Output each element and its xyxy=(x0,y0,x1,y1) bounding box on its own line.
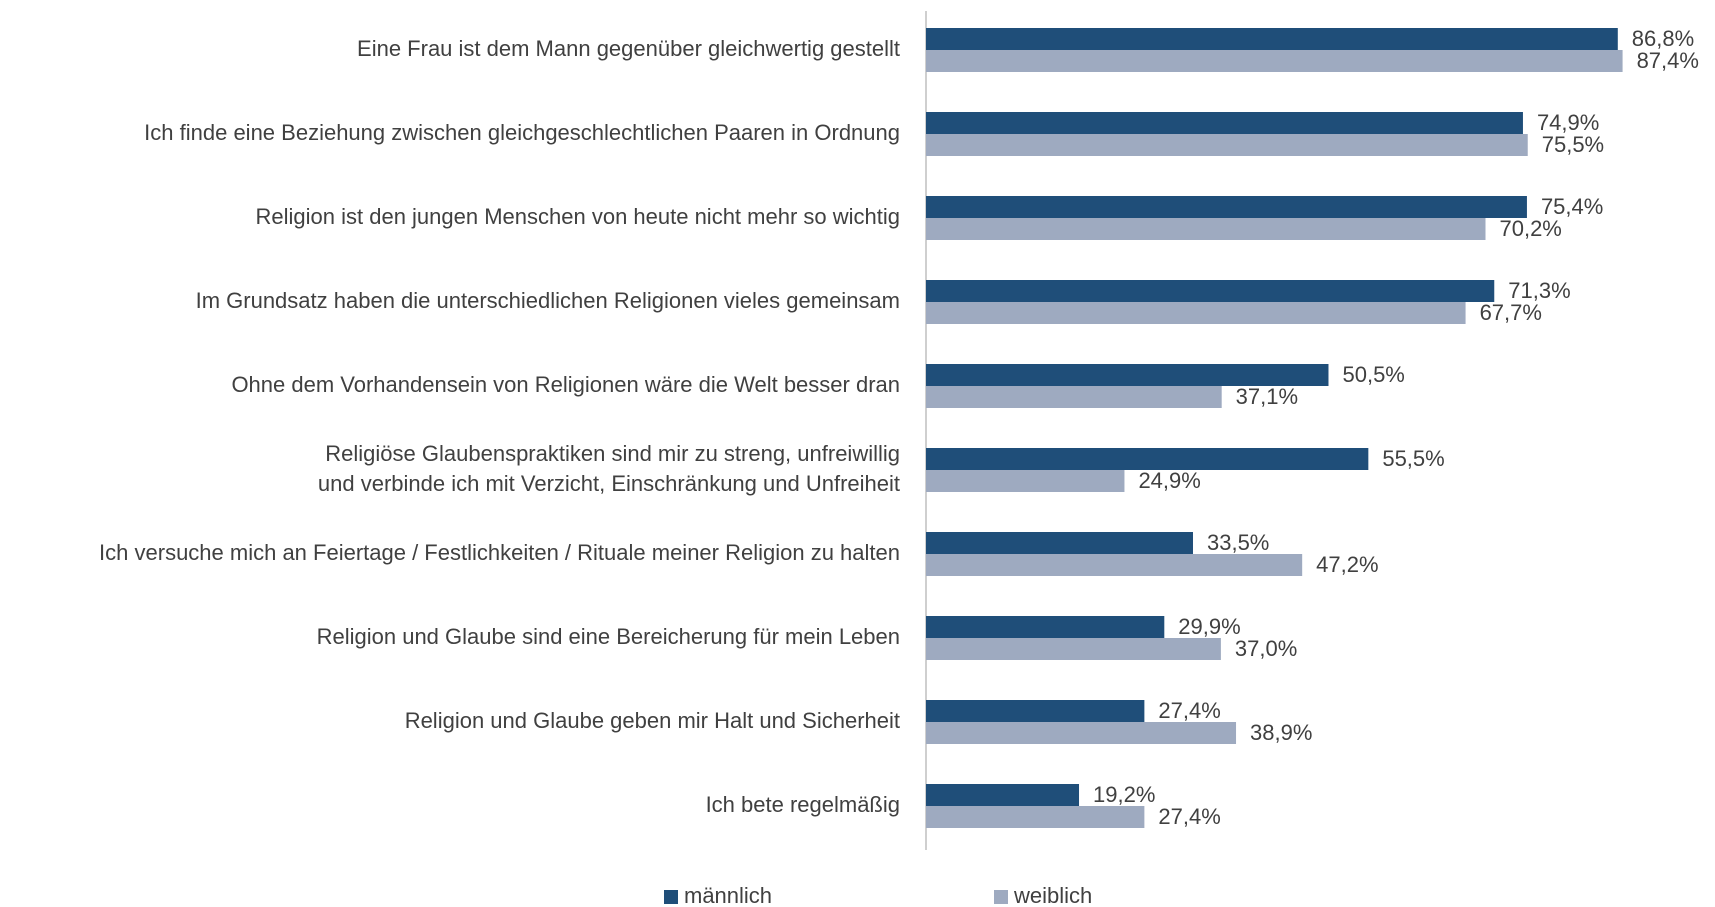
bar xyxy=(926,218,1486,240)
data-label: 71,3% xyxy=(1508,278,1570,303)
bar xyxy=(926,196,1527,218)
data-label: 37,0% xyxy=(1235,636,1297,661)
data-label: 38,9% xyxy=(1250,720,1312,745)
data-label: 27,4% xyxy=(1158,804,1220,829)
bar xyxy=(926,364,1329,386)
bar xyxy=(926,784,1080,806)
category-label: Religion und Glaube sind eine Bereicheru… xyxy=(317,624,900,649)
bar xyxy=(926,302,1466,324)
data-label: 47,2% xyxy=(1316,552,1378,577)
bar xyxy=(926,470,1125,492)
category-label: Im Grundsatz haben die unterschiedlichen… xyxy=(196,288,900,313)
bar xyxy=(926,806,1145,828)
category-label: Ich bete regelmäßig xyxy=(706,792,900,817)
data-label: 29,9% xyxy=(1178,614,1240,639)
bar xyxy=(926,50,1623,72)
category-label: Eine Frau ist dem Mann gegenüber gleichw… xyxy=(357,36,900,61)
category-label: Religion und Glaube geben mir Halt und S… xyxy=(405,708,900,733)
category-label: Religion ist den jungen Menschen von heu… xyxy=(256,204,901,229)
bar xyxy=(926,386,1222,408)
category-label: Religiöse Glaubenspraktiken sind mir zu … xyxy=(318,441,900,496)
category-label: Ich finde eine Beziehung zwischen gleich… xyxy=(144,120,900,145)
bar xyxy=(926,112,1523,134)
bar xyxy=(926,448,1369,470)
data-label: 67,7% xyxy=(1480,300,1542,325)
bar xyxy=(926,638,1221,660)
data-label: 24,9% xyxy=(1138,468,1200,493)
data-label: 75,4% xyxy=(1541,194,1603,219)
legend-label: männlich xyxy=(684,883,772,907)
data-label: 75,5% xyxy=(1542,132,1604,157)
data-label: 50,5% xyxy=(1342,362,1404,387)
legend-swatch xyxy=(664,890,678,904)
data-label: 55,5% xyxy=(1382,446,1444,471)
bar xyxy=(926,28,1618,50)
bar xyxy=(926,722,1237,744)
bar xyxy=(926,532,1193,554)
data-label: 87,4% xyxy=(1637,48,1699,73)
data-label: 74,9% xyxy=(1537,110,1599,135)
category-label: Ich versuche mich an Feiertage / Festlic… xyxy=(99,540,900,565)
category-label: Ohne dem Vorhandensein von Religionen wä… xyxy=(231,372,900,397)
data-label: 86,8% xyxy=(1632,26,1694,51)
bar xyxy=(926,700,1145,722)
bar xyxy=(926,554,1303,576)
legend-label: weiblich xyxy=(1013,883,1092,907)
data-label: 27,4% xyxy=(1158,698,1220,723)
bar xyxy=(926,616,1165,638)
bar xyxy=(926,280,1495,302)
data-label: 37,1% xyxy=(1236,384,1298,409)
legend-swatch xyxy=(994,890,1008,904)
data-label: 70,2% xyxy=(1499,216,1561,241)
data-label: 19,2% xyxy=(1093,782,1155,807)
data-label: 33,5% xyxy=(1207,530,1269,555)
bar xyxy=(926,134,1528,156)
